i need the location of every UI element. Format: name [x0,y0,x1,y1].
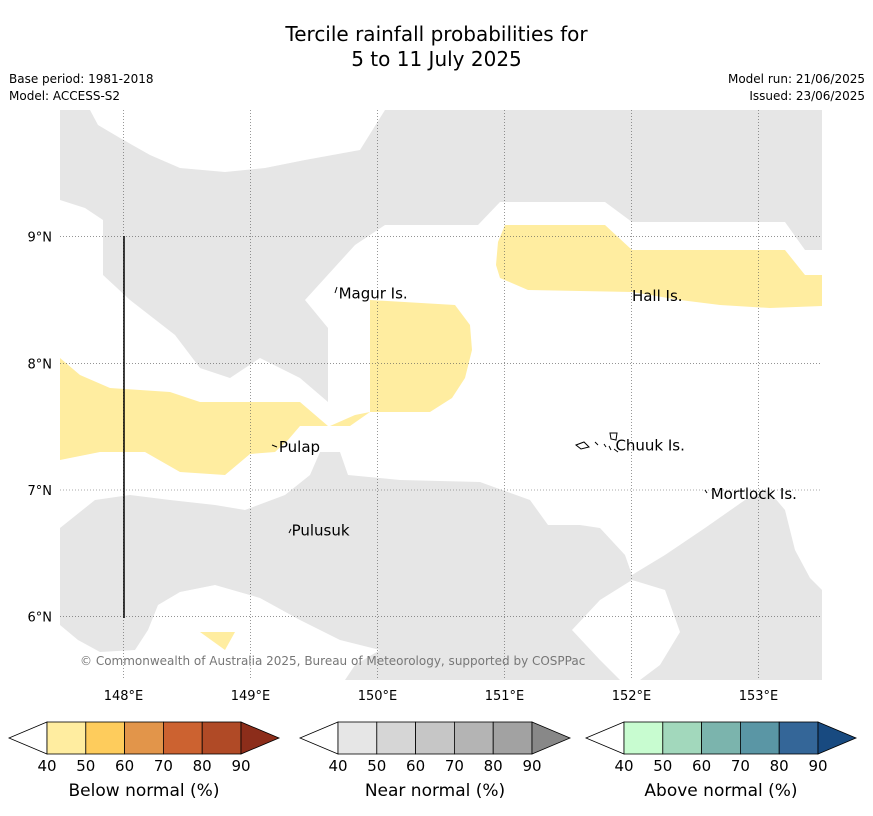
colorbar-tick-label: 60 [406,757,425,775]
base-period: Base period: 1981-2018 [9,72,154,86]
colorbar-tick-label: 50 [76,757,95,775]
below-normal-region-south-small [200,632,235,650]
map-plot-area: Magur Is. Hall Is. Pulap Chuuk Is. Mortlock … [28,110,822,704]
meta-left: Base period: 1981-2018 Model: ACCESS-S2 [9,71,154,105]
colorbar: 40 50 60 70 80 90 [298,721,572,775]
island-label: Magur Is. [339,285,408,303]
meta-right: Model run: 21/06/2025 Issued: 23/06/2025 [728,71,865,105]
colorbar-max-arrow [240,721,281,755]
colorbar-tick-label: 40 [328,757,347,775]
longitude-tick-label: 152°E [612,689,652,704]
colorbar-title-above: Above normal (%) [644,781,798,801]
colorbar-tick-label: 80 [193,757,212,775]
colorbar-tick-label: 60 [115,757,134,775]
colorbar-tick-label: 70 [154,757,173,775]
colorbar-max-arrow [817,721,858,755]
latitude-tick-label: 7°N [28,484,53,499]
colorbar-segment [662,721,702,755]
latitude-tick-label: 9°N [28,231,53,246]
latitude-tick-label: 6°N [28,611,53,626]
colorbar: 40 50 60 70 80 90 [7,721,281,775]
colorbar-min-arrow [584,721,625,755]
colorbar-tick-label: 40 [37,757,56,775]
island-labels: Magur Is. Hall Is. Pulap Chuuk Is. Mortlock … [279,285,797,540]
longitude-tick-label: 150°E [358,689,398,704]
colorbar-segment [415,721,455,755]
longitude-tick-label: 153°E [739,689,779,704]
colorbars: 40 50 60 70 80 90 40 50 60 70 80 90 40 50 60 70 80 90 [7,721,858,775]
model-run: Model run: 21/06/2025 [727,72,865,86]
longitude-labels: 148°E 149°E 150°E 151°E 152°E 153°E [104,689,779,704]
colorbar-segment [124,721,164,755]
map-title: Tercile rainfall probabilities for 5 to … [0,22,873,72]
colorbar-segment [337,721,378,755]
colorbar-tick-label: 80 [770,757,789,775]
below-normal-region-west [60,358,328,475]
island-label: Chuuk Is. [615,437,684,455]
near-normal-region-south [60,452,822,680]
pulusuk-island-shape [288,528,292,534]
colorbar-tick-label: 50 [653,757,672,775]
colorbar-tick-label: 60 [692,757,711,775]
colorbar-tick-label: 90 [808,757,827,775]
issued-date: Issued: 23/06/2025 [749,89,865,103]
colorbar-tick-label: 70 [445,757,464,775]
colorbar-title-below: Below normal (%) [68,781,220,801]
colorbar-segment [453,721,494,755]
title-line-2: 5 to 11 July 2025 [351,47,522,71]
longitude-tick-label: 149°E [231,689,271,704]
colorbar-segment [623,721,664,755]
colorbar-max-arrow [531,721,572,755]
colorbar: 40 50 60 70 80 90 [584,721,858,775]
colorbar-segment [162,721,203,755]
magur-island-shape [334,286,338,294]
chuuk-island-shape [575,432,619,453]
title-line-1: Tercile rainfall probabilities for [285,22,588,46]
colorbar-segment [201,721,242,755]
colorbar-min-arrow [298,721,339,755]
colorbar-segment [376,721,416,755]
below-normal-region-central [330,300,472,426]
below-normal-region-northeast [496,225,822,308]
longitude-tick-label: 148°E [104,689,144,704]
colorbar-segment [701,721,741,755]
colorbar-tick-label: 70 [731,757,750,775]
colorbar-segment [85,721,126,755]
colorbar-min-arrow [7,721,48,755]
pulap-island-shape [271,444,278,448]
colorbar-tick-label: 50 [367,757,386,775]
colorbar-segment [778,721,819,755]
colorbar-tick-label: 90 [522,757,541,775]
latitude-tick-label: 8°N [28,357,53,372]
model-name: Model: ACCESS-S2 [9,89,121,103]
island-label: Pulap [279,438,320,456]
mortlock-island-shape [704,489,708,494]
copyright-notice: © Commonwealth of Australia 2025, Bureau… [80,654,585,668]
latitude-labels: 6°N 7°N 8°N 9°N [28,231,53,626]
colorbar-tick-label: 80 [484,757,503,775]
colorbar-tick-label: 40 [614,757,633,775]
colorbar-segment [740,721,780,755]
colorbar-title-near: Near normal (%) [364,781,506,801]
island-label: Pulusuk [292,522,350,540]
colorbar-tick-label: 90 [231,757,250,775]
colorbar-segment [46,721,87,755]
island-outlines [271,286,708,534]
island-label: Hall Is. [632,287,683,305]
colorbar-segment [492,721,533,755]
island-label: Mortlock Is. [711,485,797,503]
longitude-tick-label: 151°E [485,689,525,704]
